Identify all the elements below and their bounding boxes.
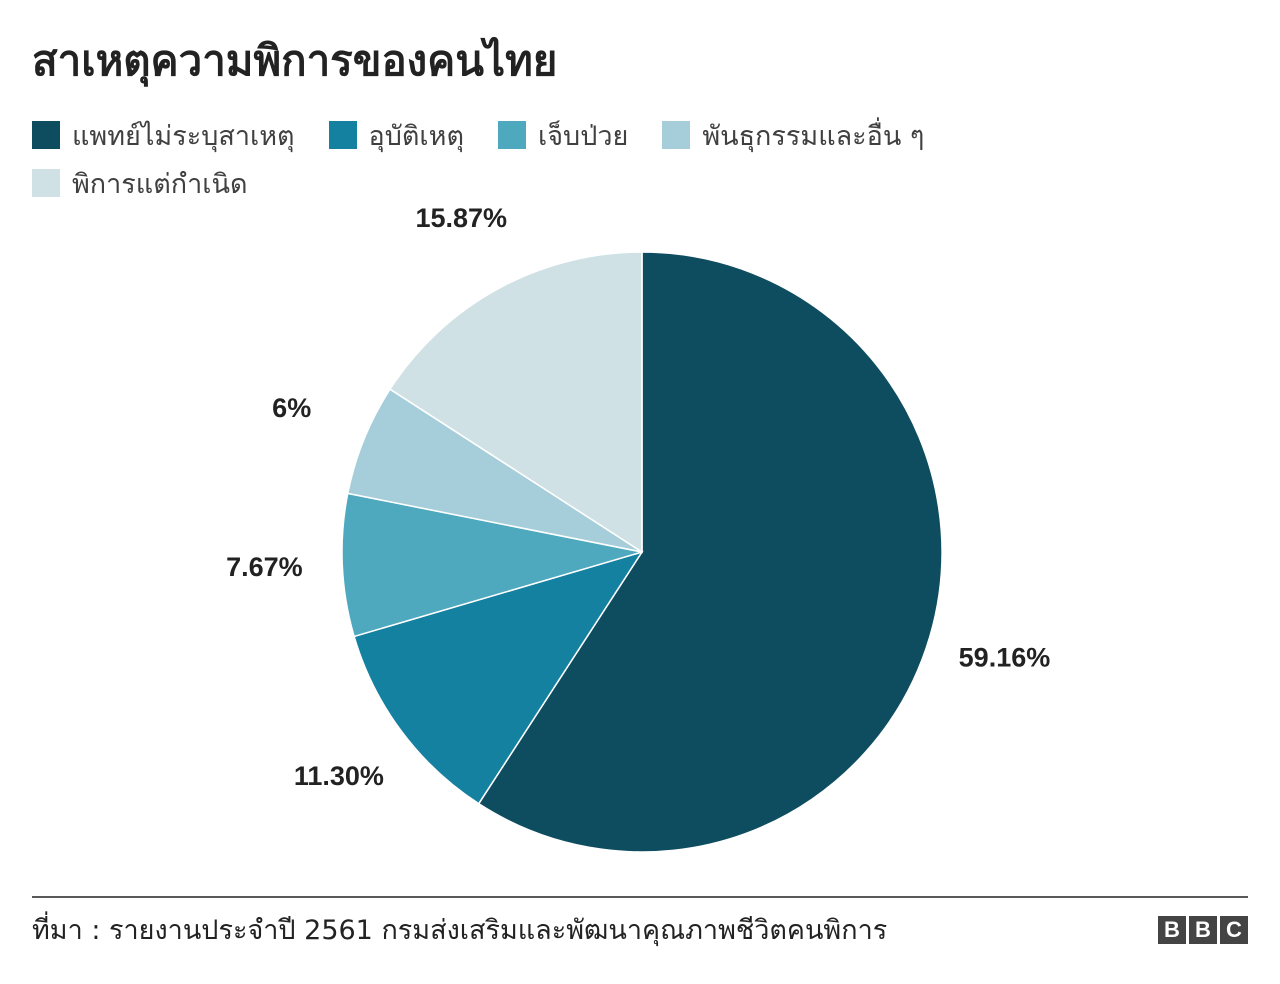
logo-letter: B (1189, 916, 1217, 944)
pie-slice (388, 251, 643, 554)
legend-item: อุบัติเหตุ (328, 118, 464, 152)
legend-label: อุบัติเหตุ (368, 120, 464, 152)
data-label: 6% (272, 393, 311, 423)
pie-slice (353, 550, 644, 805)
legend-item: พิการแต่กำเนิด (32, 166, 247, 200)
legend-label: เจ็บป่วย (538, 120, 629, 152)
source: ที่มา : รายงานประจำปี 2561 กรมส่งเสริมแล… (32, 915, 888, 946)
pie-slice (477, 251, 943, 853)
legend-swatch (498, 121, 526, 149)
legend: แพทย์ไม่ระบุสาเหตุ อุบัติเหตุ เจ็บป่วย พันธ… (32, 118, 1032, 200)
data-label: 59.16% (959, 642, 1051, 672)
logo-letter: B (1158, 916, 1186, 944)
legend-label: พิการแต่กำเนิด (72, 168, 248, 200)
legend-label: แพทย์ไม่ระบุสาเหตุ (72, 120, 295, 152)
data-label: 11.30% (294, 761, 384, 791)
pie-slice (341, 492, 643, 638)
data-label: 7.67% (226, 552, 303, 582)
legend-swatch (662, 121, 691, 149)
legend-label: พันธุกรรมและอื่น ๆ (702, 120, 925, 152)
legend-item: เจ็บป่วย (498, 118, 628, 152)
logo-letter: C (1220, 916, 1248, 944)
legend-item: พันธุกรรมและอื่น ๆ (662, 118, 924, 152)
legend-item: แพทย์ไม่ระบุสาเหตุ (32, 118, 295, 152)
legend-swatch (328, 121, 357, 149)
chart-title: สาเหตุความพิการของคนไทย (32, 36, 558, 85)
data-label: 15.87% (415, 203, 507, 233)
legend-swatch (32, 169, 60, 197)
legend-swatch (32, 121, 60, 149)
